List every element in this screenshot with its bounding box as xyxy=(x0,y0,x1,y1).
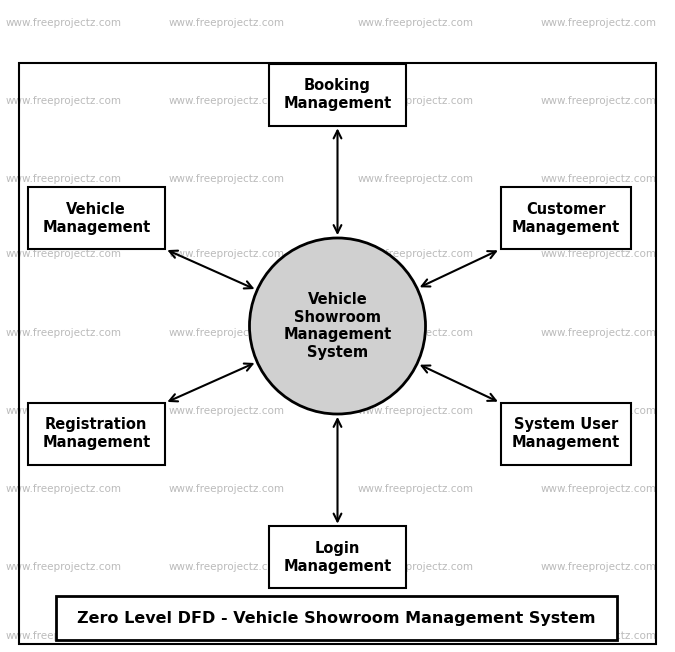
Text: www.freeprojectz.com: www.freeprojectz.com xyxy=(540,174,656,185)
Text: www.freeprojectz.com: www.freeprojectz.com xyxy=(169,327,285,338)
Text: www.freeprojectz.com: www.freeprojectz.com xyxy=(5,174,122,185)
Text: www.freeprojectz.com: www.freeprojectz.com xyxy=(169,96,285,106)
Text: www.freeprojectz.com: www.freeprojectz.com xyxy=(5,630,122,641)
Text: www.freeprojectz.com: www.freeprojectz.com xyxy=(540,18,656,28)
Text: www.freeprojectz.com: www.freeprojectz.com xyxy=(358,630,474,641)
Text: Customer
Management: Customer Management xyxy=(512,202,620,235)
Text: Zero Level DFD - Vehicle Showroom Management System: Zero Level DFD - Vehicle Showroom Manage… xyxy=(77,610,595,626)
FancyBboxPatch shape xyxy=(28,188,165,249)
Text: www.freeprojectz.com: www.freeprojectz.com xyxy=(169,630,285,641)
Text: Vehicle
Management: Vehicle Management xyxy=(42,202,151,235)
Circle shape xyxy=(250,238,425,414)
Text: Login
Management: Login Management xyxy=(284,541,392,574)
Text: www.freeprojectz.com: www.freeprojectz.com xyxy=(540,249,656,259)
Text: www.freeprojectz.com: www.freeprojectz.com xyxy=(5,406,122,416)
Text: www.freeprojectz.com: www.freeprojectz.com xyxy=(5,327,122,338)
Text: www.freeprojectz.com: www.freeprojectz.com xyxy=(169,174,285,185)
Text: www.freeprojectz.com: www.freeprojectz.com xyxy=(5,484,122,494)
Text: www.freeprojectz.com: www.freeprojectz.com xyxy=(5,18,122,28)
FancyBboxPatch shape xyxy=(500,402,631,464)
Text: www.freeprojectz.com: www.freeprojectz.com xyxy=(358,96,474,106)
FancyBboxPatch shape xyxy=(269,527,406,588)
FancyBboxPatch shape xyxy=(28,402,165,464)
Text: www.freeprojectz.com: www.freeprojectz.com xyxy=(169,406,285,416)
Text: www.freeprojectz.com: www.freeprojectz.com xyxy=(169,18,285,28)
Text: www.freeprojectz.com: www.freeprojectz.com xyxy=(169,484,285,494)
Text: www.freeprojectz.com: www.freeprojectz.com xyxy=(358,174,474,185)
FancyBboxPatch shape xyxy=(269,64,406,125)
Text: www.freeprojectz.com: www.freeprojectz.com xyxy=(358,562,474,572)
Text: www.freeprojectz.com: www.freeprojectz.com xyxy=(540,406,656,416)
Text: www.freeprojectz.com: www.freeprojectz.com xyxy=(5,249,122,259)
Text: www.freeprojectz.com: www.freeprojectz.com xyxy=(358,327,474,338)
Text: www.freeprojectz.com: www.freeprojectz.com xyxy=(169,249,285,259)
Text: www.freeprojectz.com: www.freeprojectz.com xyxy=(540,562,656,572)
Text: www.freeprojectz.com: www.freeprojectz.com xyxy=(358,484,474,494)
FancyBboxPatch shape xyxy=(500,188,631,249)
Text: www.freeprojectz.com: www.freeprojectz.com xyxy=(5,96,122,106)
Text: www.freeprojectz.com: www.freeprojectz.com xyxy=(540,630,656,641)
Text: System User
Management: System User Management xyxy=(512,417,620,450)
Text: www.freeprojectz.com: www.freeprojectz.com xyxy=(169,562,285,572)
Text: Registration
Management: Registration Management xyxy=(42,417,151,450)
Text: www.freeprojectz.com: www.freeprojectz.com xyxy=(358,18,474,28)
Text: www.freeprojectz.com: www.freeprojectz.com xyxy=(540,484,656,494)
Text: www.freeprojectz.com: www.freeprojectz.com xyxy=(358,406,474,416)
Text: www.freeprojectz.com: www.freeprojectz.com xyxy=(540,327,656,338)
Text: www.freeprojectz.com: www.freeprojectz.com xyxy=(5,562,122,572)
Text: Booking
Management: Booking Management xyxy=(284,78,392,111)
Text: www.freeprojectz.com: www.freeprojectz.com xyxy=(358,249,474,259)
Text: www.freeprojectz.com: www.freeprojectz.com xyxy=(540,96,656,106)
Text: Vehicle
Showroom
Management
System: Vehicle Showroom Management System xyxy=(284,292,392,360)
FancyBboxPatch shape xyxy=(56,596,616,640)
